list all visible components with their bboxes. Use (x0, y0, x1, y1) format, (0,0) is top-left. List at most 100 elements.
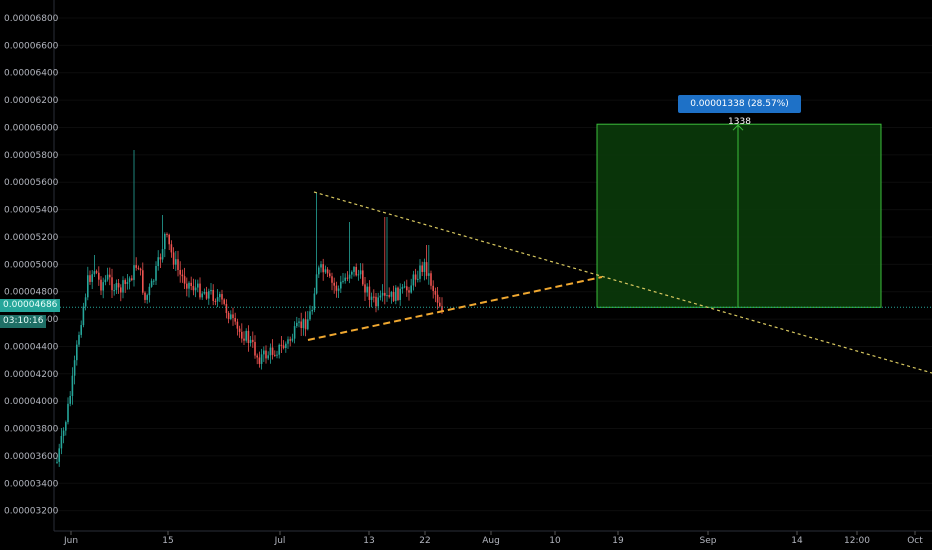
candle-body (58, 448, 60, 462)
candle-body (285, 343, 287, 348)
candle-body (104, 279, 107, 283)
candle-body (439, 302, 441, 307)
candle-countdown-badge: 03:10:16 (0, 315, 47, 328)
candle-body (62, 430, 65, 436)
candle-body (245, 330, 247, 341)
candle-body (267, 355, 269, 359)
candle-body (221, 294, 223, 300)
candle-body (170, 244, 173, 253)
candle-body (89, 275, 91, 282)
time-tick-label: 19 (612, 536, 624, 546)
candle-body (56, 461, 58, 463)
candle-body (408, 290, 410, 293)
candle-body (128, 278, 131, 282)
candle-body (434, 290, 437, 295)
measure-label: 0.00001338 (28.57%) 1338 (678, 95, 801, 127)
candle-body (183, 276, 186, 284)
price-axis[interactable]: 0.00006800 0.00006600 0.00006400 0.00006200… (4, 14, 59, 517)
price-tick-label: 0.00004000 (4, 397, 59, 407)
last-price-badge: 0.00004686 (0, 299, 61, 312)
candle-body (436, 294, 439, 303)
candle-body (344, 277, 346, 281)
candle-body (120, 287, 122, 293)
candle-body (337, 288, 340, 291)
candle-body (168, 234, 170, 245)
candle-body (417, 278, 419, 280)
candle-body (252, 339, 254, 342)
candle-body (192, 286, 195, 291)
candle-body (186, 283, 188, 289)
candle-body (201, 293, 203, 298)
candle-body (188, 282, 190, 289)
price-tick-label: 0.00005200 (4, 233, 59, 243)
candle-body (219, 294, 221, 298)
candle-body (247, 330, 250, 343)
price-tick-label: 0.00005800 (4, 151, 59, 161)
candle-body (428, 273, 430, 276)
time-axis[interactable]: Jun 15 Jul 13 22 Aug 10 19 Sep 14 12:00 Oct (63, 531, 923, 546)
candle-body (421, 265, 423, 272)
price-tick-label: 0.00005400 (4, 206, 59, 216)
candle-body (441, 306, 443, 313)
price-tick-label: 0.00006400 (4, 69, 59, 79)
candle-body (375, 296, 377, 307)
price-range-measure-box[interactable] (596, 123, 882, 308)
candle-body (256, 355, 258, 358)
candle-body (278, 344, 280, 355)
price-tick-label: 0.00003200 (4, 507, 59, 517)
candle-body (386, 295, 388, 297)
candle-body (181, 274, 184, 277)
candle-body (263, 350, 265, 355)
candle-body (155, 266, 157, 281)
candle-body (194, 287, 197, 291)
candle-body (276, 354, 278, 356)
price-tick-label: 0.00006200 (4, 96, 59, 106)
candle-body (335, 285, 338, 291)
price-tick-label: 0.00005600 (4, 178, 59, 188)
candle-body (78, 334, 80, 345)
price-tick-label: 0.00006000 (4, 123, 59, 133)
candle-body (67, 403, 69, 423)
candle-body (113, 290, 115, 292)
price-tick-label: 0.00004800 (4, 288, 59, 298)
candle-body (142, 270, 144, 293)
candle-body (322, 264, 324, 273)
candle-body (223, 299, 225, 304)
candle-body (80, 325, 82, 335)
candle-body (164, 233, 166, 250)
candle-body (298, 321, 300, 323)
time-tick-label: Sep (700, 536, 717, 546)
candle-body (289, 339, 291, 341)
candle-body (353, 266, 355, 272)
triangle-lower-trendline[interactable] (307, 276, 603, 341)
candle-body (300, 321, 302, 328)
candle-body (271, 347, 274, 355)
candle-body (208, 291, 210, 299)
time-tick-label: 10 (549, 536, 561, 546)
candle-body (390, 291, 393, 297)
candle-body (260, 354, 263, 364)
candle-body (302, 319, 305, 328)
candle-body (65, 422, 67, 431)
candle-body (399, 288, 401, 300)
time-tick-label: Aug (482, 536, 500, 546)
candle-body (214, 300, 217, 302)
candle-body (148, 286, 151, 296)
candle-body (311, 309, 313, 312)
candle-body (133, 265, 135, 280)
candle-body (76, 344, 78, 361)
candle-body (368, 286, 371, 300)
candle-body (304, 319, 307, 330)
triangle-upper-trendline[interactable] (313, 191, 932, 374)
time-tick-label: 15 (162, 536, 173, 546)
candle-body (234, 318, 236, 322)
candle-body (379, 295, 382, 298)
candle-body (106, 274, 109, 280)
candle-body (82, 306, 85, 326)
candle-body (205, 291, 208, 299)
candle-body (291, 338, 294, 341)
candle-body (124, 280, 126, 284)
candle-body (227, 312, 230, 319)
